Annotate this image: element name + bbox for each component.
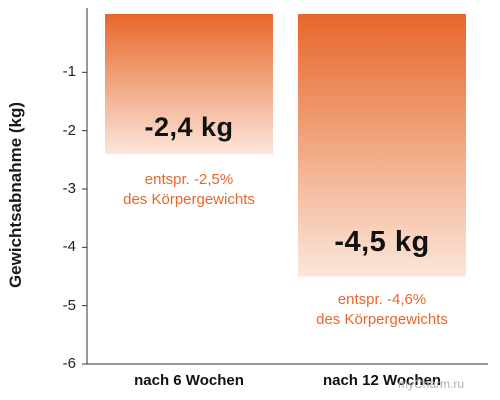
annotation-line: entspr. -4,6% (337, 291, 427, 308)
bar-annotation: entspr. -4,6% des Körpergewichts (282, 290, 482, 330)
bar-1 (105, 14, 273, 154)
bar-value-label: -2,4 kg (144, 112, 234, 142)
y-axis-label: Gewichtsabnahme (kg) (6, 101, 25, 289)
bar-annotation: entspr. -2,5% des Körpergewichts (89, 170, 289, 210)
y-tick-label: -6 (62, 355, 76, 372)
watermark-text: myCharm.ru (398, 377, 465, 391)
annotation-line: des Körpergewichts (123, 191, 255, 208)
bar-value-label: -4,5 kg (334, 226, 430, 258)
bar-2 (298, 14, 466, 277)
y-tick-label: -2 (62, 121, 76, 139)
y-tick-label: -3 (62, 180, 76, 197)
y-tick-label: -4 (62, 238, 76, 256)
x-category-label: nach 6 Wochen (134, 372, 244, 389)
annotation-line: des Körpergewichts (316, 311, 448, 328)
annotation-line: entspr. -2,5% (144, 171, 234, 188)
y-tick-label: -1 (62, 63, 76, 81)
x-category-label: nach 12 Wochen (322, 372, 442, 389)
y-tick-label: -5 (62, 296, 76, 314)
